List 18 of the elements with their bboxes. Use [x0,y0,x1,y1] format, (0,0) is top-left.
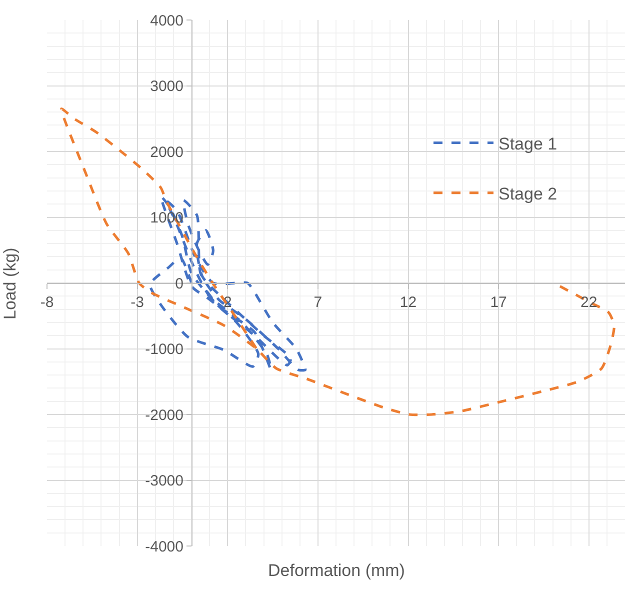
x-tick-label: 12 [400,294,417,311]
y-tick-label: -3000 [145,472,184,490]
y-tick-label: -2000 [145,406,184,424]
y-tick-label: 2000 [150,144,184,161]
y-tick-label: -1000 [145,341,184,358]
x-tick-label: 7 [314,294,322,311]
x-tick-label: -8 [40,294,54,311]
x-tick-label: -3 [130,294,144,311]
y-tick-label: 0 [175,275,184,292]
y-tick-label: 4000 [150,12,184,30]
y-tick-label: -4000 [145,538,184,556]
x-tick-label: 22 [580,294,598,311]
legend-label: Stage 2 [498,184,558,204]
y-tick-label: 3000 [150,78,184,95]
y-axis-title: Load (kg) [0,248,20,320]
x-tick-label: 17 [490,294,507,311]
legend-label: Stage 1 [498,134,558,154]
x-axis-title: Deformation (mm) [268,561,405,580]
